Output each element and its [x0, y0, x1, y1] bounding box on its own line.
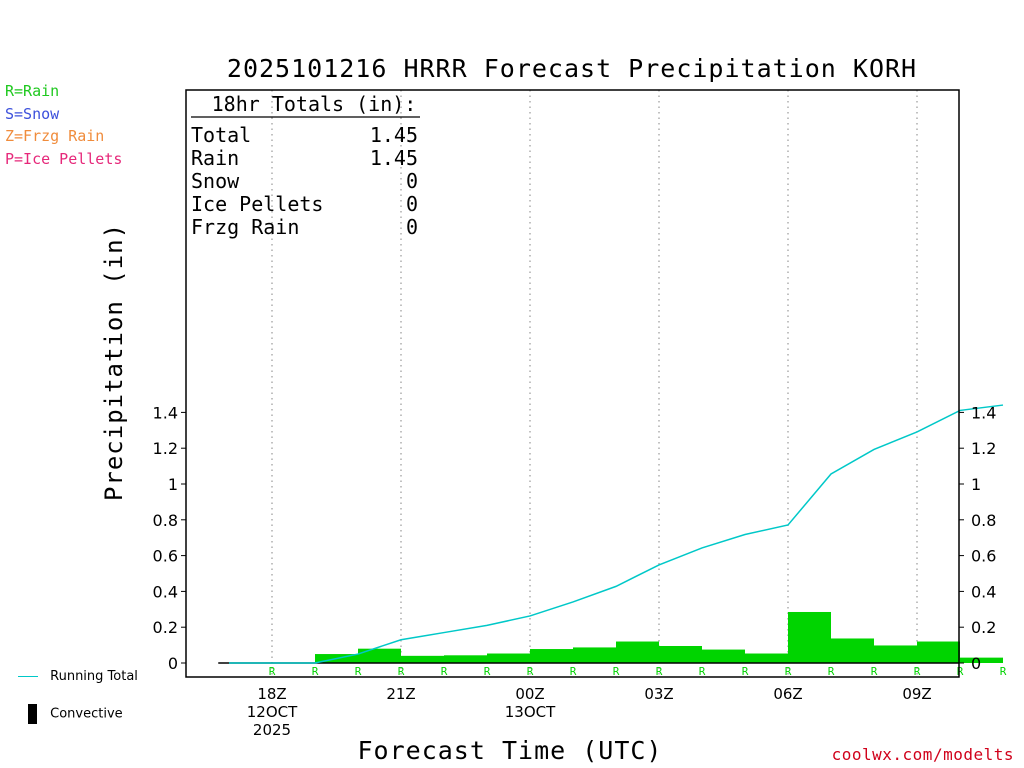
running-total-swatch — [18, 676, 38, 677]
y-tick-label-left: 0 — [168, 654, 178, 673]
x-tick-label: 12OCT — [247, 703, 298, 721]
x-tick-label: 13OCT — [505, 703, 556, 721]
totals-row-label: Snow — [191, 169, 240, 193]
totals-row-value: 1.45 — [370, 146, 418, 170]
legend-ice-pellets: P=Ice Pellets — [5, 149, 123, 168]
precip-bar — [788, 611, 831, 663]
precip-bar — [659, 645, 702, 663]
y-tick-label-right: 0.4 — [971, 582, 996, 601]
precip-bar — [917, 641, 960, 663]
y-tick-label-left: 0.6 — [153, 547, 178, 566]
x-tick-label: 00Z — [515, 685, 544, 703]
legend-frzg-rain: Z=Frzg Rain — [5, 127, 105, 145]
precip-type-marker: R — [742, 665, 749, 678]
precip-type-marker: R — [699, 665, 706, 678]
chart-labels: 0 00.2 0.20.4 0.40.6 0.60.8 0.81 11.2 1.21.4 1.4… — [100, 54, 996, 765]
precip-type-marker: R — [269, 665, 276, 678]
precip-type-marker: R — [355, 665, 362, 678]
x-tick-label: 09Z — [902, 685, 931, 703]
precip-type-marker: R — [613, 665, 620, 678]
running-total-legend-label: Running Total — [50, 669, 138, 684]
convective-legend-label: Convective — [50, 706, 123, 722]
x-tick-label: 18Z — [257, 685, 286, 703]
totals-row-value: 0 — [406, 215, 418, 239]
precip-type-marker: R — [441, 665, 448, 678]
precip-type-legend: R=Rain S=Snow Z=Frzg Rain P=Ice Pellets — [5, 80, 122, 170]
y-tick-label-left: 1 — [168, 475, 178, 494]
convective-legend: Convective — [28, 704, 123, 724]
legend-snow: S=Snow — [5, 104, 60, 123]
plot-frame — [185, 89, 960, 678]
vertical-gridlines — [271, 90, 918, 677]
precip-bar — [960, 657, 1003, 663]
totals-row-value: 1.45 — [370, 123, 418, 147]
y-tick-label-right: 0.6 — [971, 547, 996, 566]
x-tick-label: 2025 — [253, 721, 291, 739]
precip-bar — [874, 645, 917, 663]
precip-bar — [444, 655, 487, 663]
chart-title: 2025101216 HRRR Forecast Precipitation K… — [227, 54, 917, 83]
precip-type-marker: R — [1000, 665, 1007, 678]
x-tick-label: 21Z — [386, 685, 415, 703]
precip-type-marker: R — [871, 665, 878, 678]
totals-row-label: Ice Pellets — [191, 192, 323, 216]
legend-rain: R=Rain — [5, 82, 60, 100]
precip-bar — [487, 653, 530, 663]
y-tick-label-left: 1.2 — [153, 439, 178, 458]
precip-type-marker: R — [914, 665, 921, 678]
totals-row-value: 0 — [406, 169, 418, 193]
running-total-series — [229, 404, 1004, 664]
running-total-line — [229, 404, 1004, 664]
totals-header: 18hr Totals (in): — [212, 92, 417, 116]
precip-type-marker: R — [785, 665, 792, 678]
totals-box: 18hr Totals (in): Total 1.45 Rain 1.45 Snow 0 I… — [191, 92, 420, 239]
precip-type-marker: R — [527, 665, 534, 678]
precip-type-marker: R — [828, 665, 835, 678]
x-tick-label: 03Z — [644, 685, 673, 703]
y-axis-label: Precipitation (in) — [100, 223, 128, 501]
precip-type-marker: R — [484, 665, 491, 678]
precip-bar — [745, 653, 788, 663]
precip-type-marker: R — [398, 665, 405, 678]
y-tick-label-right: 0.2 — [971, 618, 996, 637]
precip-bar — [358, 648, 401, 663]
y-tick-label-left: 0.4 — [153, 582, 178, 601]
credit-link[interactable]: coolwx.com/modelts — [831, 745, 1014, 764]
precip-bar — [573, 647, 616, 663]
precip-type-marker: R — [312, 665, 319, 678]
y-tick-label-right: 1 — [971, 475, 981, 494]
y-tick-label-left: 0.2 — [153, 618, 178, 637]
totals-row-label: Frzg Rain — [191, 215, 299, 239]
y-tick-label-right: 1.2 — [971, 439, 996, 458]
precip-type-marker: R — [570, 665, 577, 678]
axes — [181, 89, 964, 678]
convective-swatch — [28, 704, 37, 724]
y-tick-label-right: 0.8 — [971, 511, 996, 530]
precip-bar — [401, 655, 444, 663]
x-axis-label: Forecast Time (UTC) — [358, 736, 663, 765]
y-tick-label-right: 0 — [971, 654, 981, 673]
precip-bar — [530, 649, 573, 663]
precip-bar — [616, 641, 659, 663]
precip-bar — [831, 638, 874, 663]
y-tick-label-left: 0.8 — [153, 511, 178, 530]
totals-row-label: Total — [191, 123, 251, 147]
precip-type-marker: R — [957, 665, 964, 678]
y-tick-label-left: 1.4 — [153, 403, 178, 422]
totals-row-value: 0 — [406, 192, 418, 216]
x-tick-label: 06Z — [773, 685, 802, 703]
precip-bar — [702, 649, 745, 663]
running-total-legend: Running Total — [18, 669, 138, 684]
precip-type-marker: R — [656, 665, 663, 678]
totals-row-label: Rain — [191, 146, 239, 170]
y-tick-label-right: 1.4 — [971, 403, 996, 422]
